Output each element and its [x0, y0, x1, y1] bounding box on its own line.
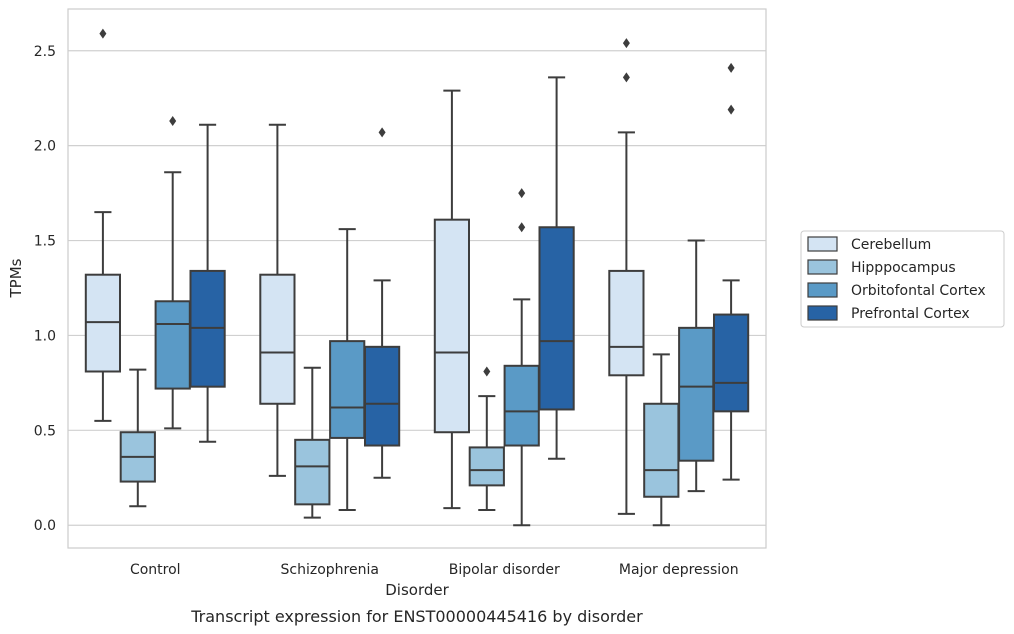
- x-tick-label: Control: [130, 562, 181, 578]
- outlier-point: [483, 366, 491, 377]
- legend-label: Hipppocampus: [851, 260, 956, 276]
- legend-swatch: [807, 282, 838, 298]
- box: [363, 345, 401, 447]
- outlier-point: [99, 28, 107, 39]
- outlier-point: [378, 127, 386, 138]
- y-tick-label: 2.0: [34, 139, 56, 155]
- box: [154, 300, 191, 390]
- box-plot: [329, 228, 366, 512]
- y-tick-labels: 0.0 0.5 1.0 1.5 2.0 2.5: [34, 44, 56, 534]
- box-plot: [84, 28, 122, 422]
- box-plot: [154, 115, 191, 430]
- legend-swatch: [807, 236, 838, 252]
- box-plot: [363, 127, 401, 479]
- x-tick-labels: Control Schizophrenia Bipolar disorder Majo…: [130, 562, 739, 578]
- box-plot: [468, 366, 505, 512]
- legend-label: Orbitofontal Cortex: [851, 283, 986, 299]
- x-tick-label: Schizophrenia: [281, 562, 379, 578]
- box-plot: [189, 123, 226, 443]
- box: [468, 446, 505, 487]
- outlier-point: [727, 104, 735, 115]
- box-plots: [84, 28, 750, 527]
- plot-frame: [67, 8, 767, 549]
- box-plot: [119, 368, 156, 508]
- box-plot: [643, 353, 680, 527]
- y-axis-label: TPMs: [7, 258, 25, 298]
- box: [259, 273, 296, 405]
- box: [712, 313, 750, 413]
- box-plot: [678, 239, 715, 493]
- box-plot: [712, 62, 750, 481]
- outlier-point: [518, 222, 526, 233]
- legend-frame: [800, 230, 1005, 328]
- box: [538, 226, 575, 411]
- outlier-point: [169, 115, 177, 126]
- box-plot: [433, 89, 471, 510]
- box-plot: [538, 76, 575, 460]
- legend-label: Cerebellum: [851, 237, 931, 253]
- box: [329, 340, 366, 439]
- legend-label: Prefrontal Cortex: [851, 306, 970, 322]
- box-plot: [503, 188, 540, 527]
- y-tick-label: 0.0: [34, 518, 56, 534]
- box: [608, 269, 645, 377]
- box: [433, 218, 471, 434]
- outlier-point: [622, 38, 630, 49]
- y-tick-label: 0.5: [34, 423, 56, 439]
- outlier-point: [622, 72, 630, 83]
- legend-swatch: [807, 259, 838, 275]
- legend: Cerebellum Hipppocampus Orbitofontal Corte…: [800, 230, 1005, 328]
- y-tick-label: 1.5: [34, 234, 56, 250]
- x-axis-label: Disorder: [385, 581, 449, 599]
- box-plot: [259, 123, 296, 477]
- box-plot: [294, 366, 331, 519]
- chart-caption: Transcript expression for ENST0000044541…: [190, 607, 643, 626]
- box: [294, 438, 331, 506]
- x-tick-label: Major depression: [619, 562, 739, 578]
- box-plot: [608, 38, 645, 515]
- box: [678, 326, 715, 462]
- box: [503, 364, 540, 447]
- y-tick-label: 1.0: [34, 328, 56, 344]
- box: [643, 402, 680, 498]
- x-tick-label: Bipolar disorder: [449, 562, 560, 578]
- y-tick-label: 2.5: [34, 44, 56, 60]
- legend-swatch: [807, 305, 838, 321]
- outlier-point: [518, 188, 526, 199]
- outlier-point: [727, 62, 735, 73]
